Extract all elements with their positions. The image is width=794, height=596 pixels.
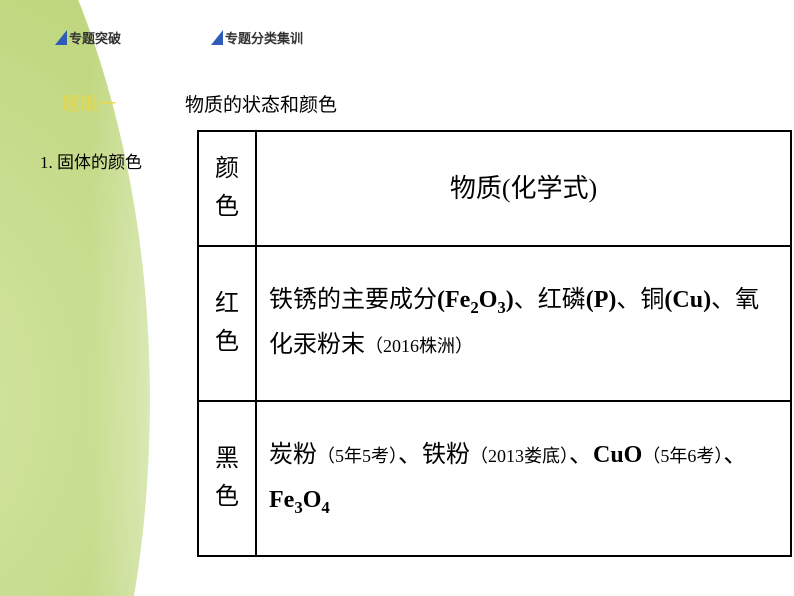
nav-tabs: 专题突破 专题分类集训: [55, 28, 303, 47]
tab-label-2: 专题分类集训: [225, 28, 303, 47]
red-note: （2016株洲）: [365, 336, 473, 356]
content-cell-black: 炭粉（5年5考）、铁粉（2013娄底）、CuO（5年6考）、Fe3O4: [256, 401, 791, 556]
table-header-row: 颜 色 物质(化学式): [198, 131, 791, 246]
red-chem-4: (P): [586, 287, 617, 313]
color-cell-red: 红 色: [198, 246, 256, 401]
red-chem-1: (Fe: [437, 287, 470, 313]
subsection-label: 1. 固体的颜色: [40, 148, 142, 173]
triangle-icon: [55, 30, 67, 45]
black-note-3: （5年6考）: [642, 446, 723, 466]
black-chem-2: Fe: [269, 487, 294, 513]
red-text-3: 、铜: [616, 287, 664, 313]
header-color-char2: 色: [215, 194, 239, 220]
red-chem-3: ): [506, 287, 514, 313]
tab-label-1: 专题突破: [69, 28, 121, 47]
black-char1: 黑: [215, 446, 239, 472]
nav-tab-2[interactable]: 专题分类集训: [211, 28, 303, 47]
main-title: 物质的状态和颜色: [185, 90, 337, 117]
black-char2: 色: [215, 484, 239, 510]
black-note-1: （5年5考）: [317, 446, 398, 466]
table-row-black: 黑 色 炭粉（5年5考）、铁粉（2013娄底）、CuO（5年6考）、Fe3O4: [198, 401, 791, 556]
red-sub-2: 3: [497, 297, 505, 316]
header-color-cell: 颜 色: [198, 131, 256, 246]
red-text-1: 铁锈的主要成分: [269, 287, 437, 313]
black-chem-3: O: [303, 487, 322, 513]
table-row-red: 红 色 铁锈的主要成分(Fe2O3)、红磷(P)、铜(Cu)、氧化汞粉末（201…: [198, 246, 791, 401]
black-sub-2: 4: [321, 498, 329, 517]
content-table: 颜 色 物质(化学式) 红 色 铁锈的主要成分(Fe2O3)、红磷(P)、铜(C…: [197, 130, 792, 557]
topic-label: 题眼一: [62, 90, 116, 116]
color-cell-black: 黑 色: [198, 401, 256, 556]
header-color-char1: 颜: [215, 156, 239, 182]
red-chem-2: O: [479, 287, 498, 313]
black-text-3: 、: [569, 442, 593, 468]
triangle-icon: [211, 30, 223, 45]
red-char1: 红: [215, 291, 239, 317]
header-substance-cell: 物质(化学式): [256, 131, 791, 246]
black-text-1: 炭粉: [269, 442, 317, 468]
black-text-2: 、铁粉: [398, 442, 470, 468]
red-text-2: 、红磷: [514, 287, 586, 313]
red-sub-1: 2: [470, 297, 478, 316]
black-note-2: （2013娄底）: [470, 446, 569, 466]
red-char2: 色: [215, 329, 239, 355]
content-cell-red: 铁锈的主要成分(Fe2O3)、红磷(P)、铜(Cu)、氧化汞粉末（2016株洲）: [256, 246, 791, 401]
black-chem-1: CuO: [593, 442, 642, 468]
red-chem-5: (Cu): [664, 287, 711, 313]
black-text-4: 、: [723, 442, 747, 468]
black-sub-1: 3: [294, 498, 302, 517]
nav-tab-1[interactable]: 专题突破: [55, 28, 121, 47]
